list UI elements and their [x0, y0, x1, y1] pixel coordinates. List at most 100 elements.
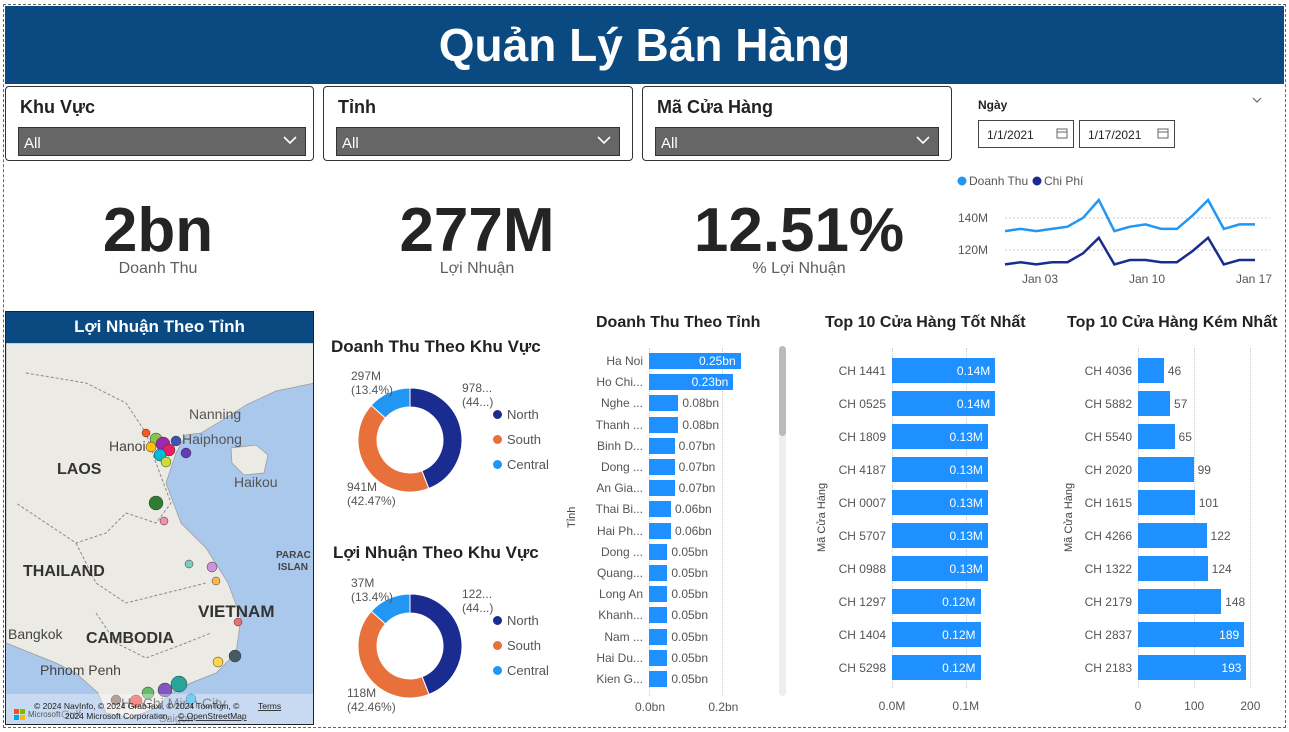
terms-link[interactable]: Terms — [258, 701, 281, 711]
bar[interactable] — [1138, 358, 1164, 383]
bar[interactable] — [649, 395, 679, 412]
province-bubble[interactable] — [170, 435, 182, 447]
bar[interactable] — [649, 649, 668, 666]
bar[interactable] — [649, 416, 679, 433]
ma-cua-hang-dropdown[interactable]: All — [655, 127, 939, 156]
calendar-icon[interactable] — [1157, 127, 1169, 139]
bar[interactable] — [892, 556, 988, 581]
bar[interactable] — [649, 480, 675, 497]
donut-profit-chart[interactable] — [355, 591, 465, 701]
donut-revenue-title: Doanh Thu Theo Khu Vực — [331, 337, 541, 356]
bar[interactable] — [649, 628, 668, 645]
line-series-chi-phi[interactable] — [1004, 235, 1255, 266]
province-bubble[interactable] — [129, 694, 143, 708]
bar[interactable] — [892, 457, 988, 482]
bar[interactable] — [1138, 523, 1207, 548]
donut-revenue-chart[interactable] — [355, 385, 465, 495]
donut-slice-south[interactable] — [357, 610, 430, 699]
bar[interactable] — [1138, 622, 1245, 647]
legend-south[interactable]: South — [493, 633, 549, 658]
donut-slice-central[interactable] — [370, 593, 411, 625]
data-label: 0.25bn — [698, 354, 736, 368]
khu-vuc-dropdown[interactable]: All — [18, 127, 306, 156]
map-canvas[interactable]: Nanning Hanoi Haiphong LAOS Haikou THAIL… — [6, 343, 314, 725]
bar[interactable] — [649, 607, 668, 624]
kpi-phan-tram-loi-nhuan: 12.51% % Lợi Nhuận — [649, 195, 949, 278]
profit-by-province-map[interactable]: Lợi Nhuận Theo Tỉnh Nanning Hanoi Haipho… — [5, 311, 314, 725]
province-bubble[interactable] — [141, 428, 151, 438]
legend-south[interactable]: South — [493, 427, 549, 452]
start-date-input[interactable]: 1/1/2021 — [978, 120, 1074, 148]
chevron-down-icon[interactable] — [1251, 94, 1263, 106]
province-bubbles[interactable] — [110, 428, 243, 708]
province-bubble[interactable] — [233, 617, 243, 627]
bar[interactable] — [892, 622, 981, 647]
province-bubble[interactable] — [141, 686, 155, 700]
border-line — [75, 542, 207, 604]
province-bubble[interactable] — [110, 694, 122, 706]
end-date-input[interactable]: 1/17/2021 — [1079, 120, 1175, 148]
province-bubble[interactable] — [212, 656, 224, 668]
donut-slice-central[interactable] — [370, 387, 411, 419]
bar[interactable] — [649, 437, 675, 454]
bar[interactable] — [649, 671, 668, 687]
bar[interactable] — [649, 565, 668, 581]
x-tick: 0.2bn — [708, 700, 739, 714]
bar[interactable] — [649, 522, 671, 539]
bar[interactable] — [649, 543, 668, 560]
province-bubble[interactable] — [211, 576, 221, 586]
bar[interactable] — [1138, 556, 1208, 581]
bar[interactable] — [1138, 655, 1247, 680]
province-bubble[interactable] — [159, 516, 169, 526]
province-bubble[interactable] — [228, 649, 242, 663]
donut-label-central: 297M (13.4%) — [351, 369, 393, 397]
openstreetmap-link[interactable]: © OpenStreetMap — [178, 711, 247, 721]
province-bubble[interactable] — [170, 675, 188, 693]
microsoft-label: Microsoft — [28, 710, 61, 719]
province-bubble[interactable] — [148, 495, 164, 511]
legend-central[interactable]: Central — [493, 452, 549, 477]
bar[interactable] — [892, 424, 988, 449]
bar[interactable] — [1138, 490, 1195, 515]
province-bubble[interactable] — [185, 693, 197, 705]
bar[interactable] — [1138, 457, 1194, 482]
border-line — [95, 612, 212, 659]
place-label: VIETNAM — [198, 602, 275, 621]
bar[interactable] — [1138, 391, 1171, 416]
data-label: 193 — [1221, 660, 1242, 675]
bar[interactable] — [892, 358, 996, 383]
gridline — [1250, 348, 1252, 688]
data-label: 99 — [1197, 462, 1211, 477]
province-bubble[interactable] — [145, 441, 157, 453]
legend-north[interactable]: North — [493, 608, 549, 633]
bar[interactable] — [649, 374, 734, 391]
dropdown-value: All — [24, 135, 41, 152]
bar[interactable] — [1138, 589, 1222, 614]
scrollbar[interactable] — [779, 346, 786, 696]
legend-north[interactable]: North — [493, 402, 549, 427]
province-bubble[interactable] — [180, 447, 192, 459]
bar[interactable] — [649, 459, 675, 475]
bar[interactable] — [892, 391, 996, 416]
province-bubble[interactable] — [206, 561, 218, 573]
bar[interactable] — [649, 501, 671, 518]
tinh-dropdown[interactable]: All — [336, 127, 620, 156]
line-series-doanh-thu[interactable] — [1004, 197, 1255, 233]
bar[interactable] — [892, 655, 981, 680]
scrollbar-thumb[interactable] — [779, 346, 786, 436]
calendar-icon[interactable] — [1056, 127, 1068, 139]
bar[interactable] — [892, 490, 988, 515]
province-bubble[interactable] — [184, 559, 194, 569]
legend-doanh-thu: Doanh Thu — [969, 174, 1028, 188]
category-label: Quang... — [596, 566, 643, 580]
bar[interactable] — [892, 523, 988, 548]
bar[interactable] — [1138, 424, 1175, 449]
gridline — [649, 348, 650, 696]
province-bubble[interactable] — [160, 456, 172, 468]
province-bubble[interactable] — [157, 682, 173, 698]
donut-slice-south[interactable] — [357, 404, 430, 493]
bar[interactable] — [649, 586, 668, 603]
bar[interactable] — [649, 353, 741, 369]
legend-central[interactable]: Central — [493, 658, 549, 683]
bar[interactable] — [892, 589, 981, 614]
